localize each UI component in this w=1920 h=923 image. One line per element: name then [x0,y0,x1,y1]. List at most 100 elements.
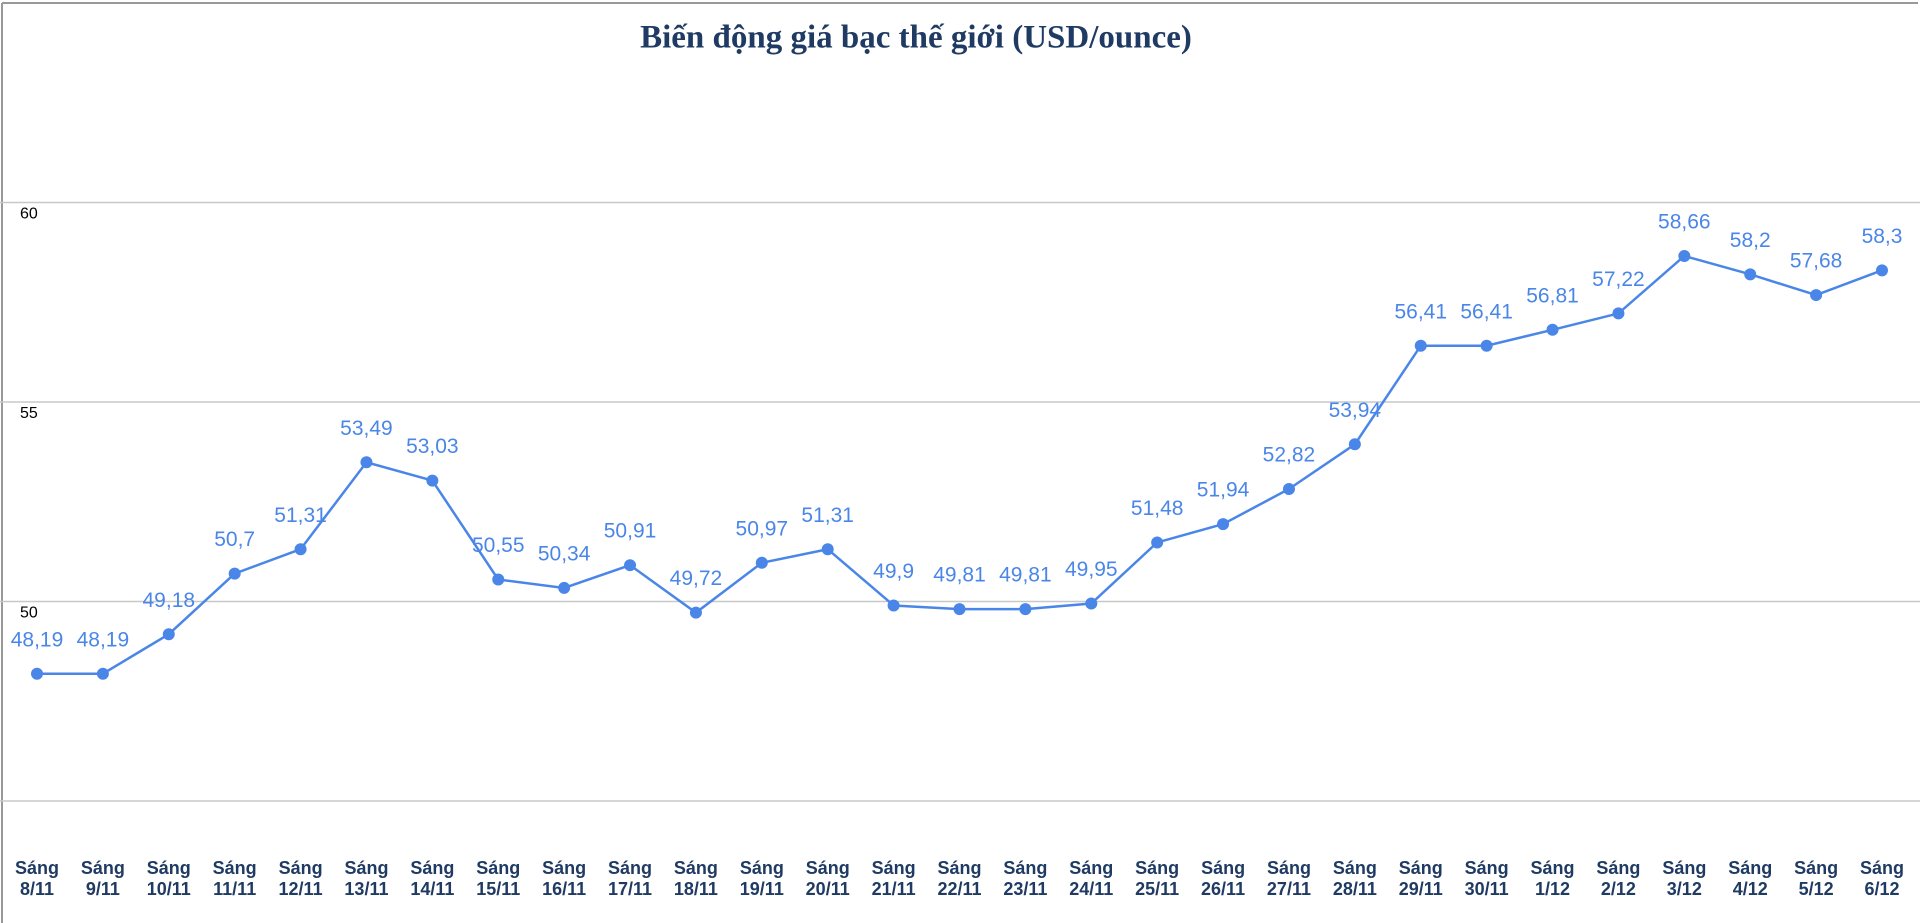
x-tick-label-line: 14/11 [410,879,454,899]
x-tick-label-line: 29/11 [1399,879,1443,899]
x-tick-label-line: Sáng [1069,858,1113,878]
value-label: 48,19 [77,628,130,651]
x-tick-label: Sáng 8/11 [15,858,59,899]
data-point [1019,603,1032,616]
x-tick-label-line: 6/12 [1864,879,1899,899]
x-tick-label-line: 18/11 [674,879,718,899]
x-tick-label-line: 19/11 [740,879,784,899]
x-tick-label-line: Sáng [1596,858,1640,878]
data-point [1480,339,1493,352]
x-tick-label: Sáng 28/11 [1333,858,1377,899]
x-tick-label: Sáng 26/11 [1201,858,1245,899]
value-label: 49,9 [873,560,914,583]
x-tick-label-line: 22/11 [937,879,981,899]
data-point [294,543,307,556]
data-point [1744,268,1757,281]
value-label: 49,81 [933,564,986,587]
x-tick-label-line: Sáng [1662,858,1706,878]
data-point [887,599,900,612]
x-tick-label-line: 11/11 [213,879,256,899]
value-label: 50,91 [604,520,657,543]
x-tick-label-line: 28/11 [1333,879,1377,899]
value-label: 52,82 [1263,444,1316,467]
data-point [96,667,109,680]
x-tick-label-line: 27/11 [1267,879,1311,899]
value-label: 53,03 [406,435,459,458]
x-tick-label-line: 24/11 [1069,879,1113,899]
x-tick-label-line: 17/11 [608,879,652,899]
data-point [1546,323,1559,336]
x-tick-label: Sáng 29/11 [1399,858,1443,899]
data-point [31,667,43,680]
x-tick-label-line: Sáng [213,858,257,878]
x-tick-label-line: 25/11 [1135,879,1179,899]
value-label: 48,19 [11,628,64,651]
data-point [1217,518,1230,531]
y-tick-label: 60 [20,206,38,223]
value-label: 51,31 [801,504,854,527]
x-tick-label: Sáng 10/11 [147,858,191,899]
x-tick-label-line: 8/11 [20,879,54,899]
x-tick-label: Sáng 9/11 [81,858,125,899]
value-label: 56,81 [1526,284,1579,307]
x-tick-label-line: 9/11 [86,879,120,899]
x-tick-label: Sáng 5/12 [1794,858,1838,899]
x-tick-label-line: Sáng [1135,858,1179,878]
x-tick-label-line: 20/11 [806,879,850,899]
data-point [360,456,373,469]
x-tick-label-line: Sáng [1003,858,1047,878]
x-tick-label: Sáng 11/11 [213,858,257,899]
value-label: 49,95 [1065,558,1118,581]
x-tick-label-line: Sáng [1465,858,1509,878]
y-tick-label: 50 [20,605,38,622]
x-tick-label: Sáng 27/11 [1267,858,1311,899]
value-label: 49,72 [670,567,723,590]
x-tick-label: Sáng 3/12 [1662,858,1706,899]
value-label: 50,97 [736,517,789,540]
value-label: 49,81 [999,564,1052,587]
x-tick-label: Sáng 23/11 [1003,858,1047,899]
x-tick-label-line: Sáng [147,858,191,878]
value-label: 50,34 [538,542,591,565]
x-tick-label-line: 12/11 [279,879,323,899]
data-point [558,581,571,594]
x-tick-label: Sáng 30/11 [1465,858,1509,899]
x-tick-label-line: Sáng [279,858,323,878]
x-tick-label-line: Sáng [872,858,916,878]
y-tick-label: 55 [20,405,38,422]
x-tick-label-line: 13/11 [344,879,388,899]
data-point [492,573,505,586]
x-tick-label: Sáng 21/11 [872,858,916,899]
data-point [1085,597,1098,610]
value-label: 56,41 [1460,300,1513,323]
x-tick-label-line: Sáng [1794,858,1838,878]
x-tick-label-line: 4/12 [1733,879,1768,899]
value-label: 53,94 [1329,399,1382,422]
data-point [755,556,768,569]
value-label: 57,68 [1790,250,1843,273]
x-tick-label: Sáng 12/11 [279,858,323,899]
value-label: 58,3 [1862,225,1903,248]
data-point [1810,289,1823,302]
x-tick-label-line: Sáng [1333,858,1377,878]
x-tick-label-line: Sáng [674,858,718,878]
chart-title: Biến động giá bạc thế giới (USD/ounce) [640,20,1192,56]
x-tick-label: Sáng 16/11 [542,858,586,899]
value-label: 50,7 [214,528,255,551]
x-tick-label-line: 26/11 [1201,879,1245,899]
x-tick-label-line: Sáng [542,858,586,878]
x-tick-label-line: 5/12 [1799,879,1834,899]
x-tick-label-line: 21/11 [872,879,916,899]
data-point [1348,438,1361,451]
x-tick-label-line: 3/12 [1667,879,1702,899]
data-point [426,474,439,487]
value-label: 57,22 [1592,268,1645,291]
x-tick-label-line: Sáng [1201,858,1245,878]
x-tick-label-line: Sáng [1267,858,1311,878]
x-tick-label-line: Sáng [1728,858,1772,878]
x-tick-label: Sáng 20/11 [806,858,850,899]
x-tick-label-line: 2/12 [1601,879,1636,899]
x-tick-label-line: 30/11 [1465,879,1509,899]
value-label: 53,49 [340,417,393,440]
